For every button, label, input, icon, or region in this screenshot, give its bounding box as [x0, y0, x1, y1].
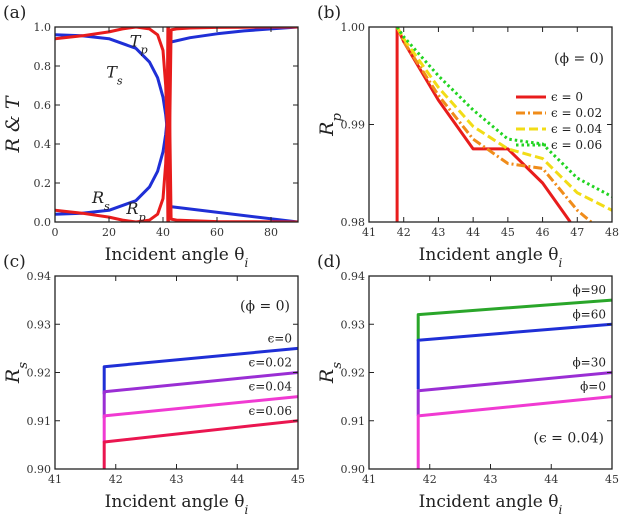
series-group	[102, 346, 298, 469]
curve-label: ϵ=0	[268, 331, 292, 345]
y-tick-label: 0.99	[341, 119, 366, 132]
y-axis-label: Rs	[316, 362, 345, 384]
y-tick-label: 0.92	[27, 367, 52, 380]
x-tick-label: 44	[230, 473, 244, 486]
x-tick-label: 43	[484, 473, 498, 486]
legend-entry: ϵ = 0	[551, 90, 583, 104]
series-line-3	[416, 395, 612, 469]
curve-annotation-Rp: Rp	[125, 199, 145, 224]
series-line-2	[395, 27, 612, 212]
axes-frame	[54, 26, 299, 223]
curve-label: ϵ=0.06	[249, 404, 293, 418]
y-tick-label: 0.90	[27, 463, 52, 476]
x-axis-label: Incident angle θi	[105, 245, 249, 270]
panel-label: (d)	[317, 252, 341, 272]
y-tick-label: 0.93	[27, 318, 52, 331]
y-tick-label: 0.6	[34, 99, 52, 112]
y-tick-label: 0.90	[341, 463, 366, 476]
series-line-1	[102, 371, 298, 419]
x-tick-label: 42	[109, 473, 123, 486]
x-tick-label: 42	[423, 473, 437, 486]
panel-c: 41 42 43 44 45 0.90 0.91 0.92 0.93 0.94(c) Inciden…	[2, 252, 305, 515]
x-tick-label: 43	[170, 473, 184, 486]
x-tick-label: 80	[264, 226, 278, 239]
curve-label: ϵ=0.02	[249, 356, 293, 370]
x-tick-label: 42	[397, 226, 411, 239]
curve-annotation-Ts: Ts	[106, 63, 123, 88]
series-line-1	[395, 27, 593, 222]
series-line-3	[55, 27, 298, 222]
curve-annotation-Rs: Rs	[91, 188, 110, 213]
y-tick-label: 0.91	[341, 415, 366, 428]
x-tick-label: 45	[605, 473, 619, 486]
x-tick-label: 60	[210, 226, 224, 239]
series-line-0	[416, 298, 612, 342]
y-tick-label: 0.94	[27, 270, 52, 283]
curve-annotation-Tp: Tp	[130, 32, 148, 57]
legend-entry: ϵ = 0.06	[551, 138, 602, 152]
y-tick-label: 0.94	[341, 270, 366, 283]
y-axis-label: Rs	[2, 362, 31, 384]
series-group	[416, 298, 612, 469]
legend-entry: ϵ = 0.04	[551, 122, 602, 136]
y-tick-label: 1.00	[341, 21, 366, 34]
y-tick-label: 0.8	[34, 60, 52, 73]
series-line-1	[416, 322, 612, 390]
panel-note: (ϕ = 0)	[554, 51, 604, 67]
y-tick-label: 0.93	[341, 318, 366, 331]
series-line-0	[55, 27, 298, 142]
series-line-2	[102, 395, 298, 443]
y-tick-label: 0.4	[34, 138, 52, 151]
x-tick-label: 40	[156, 226, 170, 239]
series-line-2	[416, 371, 612, 416]
x-tick-label: 20	[102, 226, 116, 239]
panel-note: (ϕ = 0)	[240, 299, 290, 315]
x-axis-label: Incident angle θi	[419, 492, 563, 515]
x-tick-label: 47	[570, 226, 584, 239]
y-axis-label: R & T	[2, 95, 24, 153]
x-tick-label: 46	[536, 226, 550, 239]
y-axis-label: Rp	[316, 113, 345, 137]
y-tick-label: 0.98	[341, 216, 366, 229]
panel-label: (b)	[317, 3, 341, 23]
x-tick-label: 44	[544, 473, 558, 486]
curve-label: ϕ=0	[580, 380, 606, 394]
x-tick-label: 41	[362, 226, 376, 239]
x-tick-label: 44	[466, 226, 480, 239]
x-tick-label: 0	[52, 226, 59, 239]
curve-label: ϕ=60	[572, 307, 606, 321]
x-tick-label: 43	[431, 226, 445, 239]
series-line-0	[102, 346, 298, 395]
y-tick-label: 0.92	[341, 367, 366, 380]
series-line-0	[395, 27, 572, 222]
curve-label: ϕ=90	[572, 283, 606, 297]
series-group	[55, 27, 298, 222]
x-tick-label: 45	[291, 473, 305, 486]
x-axis-label: Incident angle θi	[419, 245, 563, 270]
x-tick-label: 41	[48, 473, 62, 486]
series-group	[395, 27, 612, 222]
y-tick-label: 0.91	[27, 415, 52, 428]
x-axis-label: Incident angle θi	[105, 492, 249, 515]
panel-a: 0 20 40 60 80 0.0 0.2 0.4 0.6 0.8 1.0 (a) Incident a…	[2, 3, 299, 270]
panel-label: (a)	[3, 3, 26, 23]
curve-label: ϕ=30	[572, 356, 606, 370]
curve-label: ϵ=0.04	[249, 380, 293, 394]
panel-d: 41 42 43 44 45 0.90 0.91 0.92 0.93 0.94(d) Inciden…	[316, 252, 619, 515]
y-tick-label: 1.0	[34, 21, 52, 34]
series-line-3	[102, 419, 298, 469]
x-tick-label: 41	[362, 473, 376, 486]
y-tick-label: 0.2	[34, 177, 52, 190]
panel-label: (c)	[3, 252, 26, 272]
x-tick-label: 45	[501, 226, 515, 239]
legend-entry: ϵ = 0.02	[551, 106, 602, 120]
y-tick-label: 0.0	[34, 216, 52, 229]
panel-b: 41 42 43 44 45 46 47 48 0.98 0.99 1.00(b) Incident …	[316, 3, 619, 270]
x-tick-label: 48	[605, 226, 619, 239]
panel-note: (ϵ = 0.04)	[533, 430, 604, 446]
